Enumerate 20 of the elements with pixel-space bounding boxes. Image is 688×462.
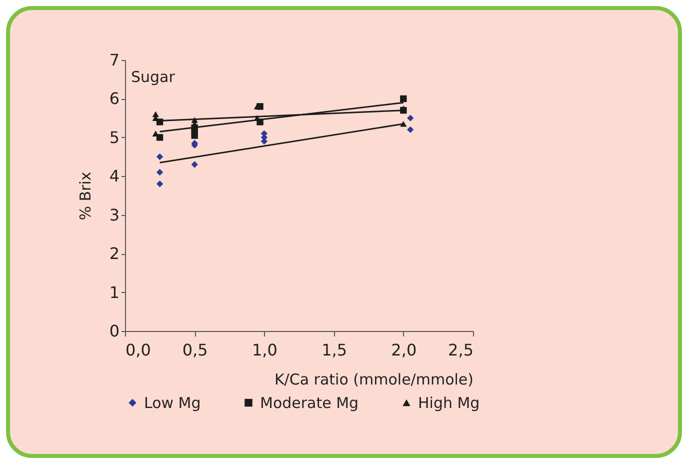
y-tick-label: 3	[109, 205, 120, 224]
y-tick-label: 0	[109, 322, 120, 340]
y-tick-label: 6	[109, 89, 120, 108]
y-tick-label: 7	[109, 50, 120, 70]
legend-label: High Mg	[418, 394, 480, 412]
x-tick-label: 2,5	[448, 340, 474, 360]
x-axis-title: K/Ca ratio (mmole/mmole)	[274, 370, 474, 388]
x-tick-label: 2,0	[391, 340, 417, 360]
y-tick-label: 2	[109, 244, 120, 264]
legend-label: Low Mg	[144, 394, 201, 412]
y-tick-label: 1	[109, 282, 120, 302]
annotation: Sugar	[131, 68, 176, 86]
x-tick-label: 0,0	[126, 340, 151, 360]
x-tick-label: 1,0	[252, 340, 278, 360]
y-tick-label: 4	[109, 166, 120, 186]
y-axis-title: % Brix	[76, 172, 94, 220]
y-tick-label: 5	[109, 128, 120, 147]
legend-label: Moderate Mg	[260, 394, 359, 412]
x-tick-label: 1,5	[322, 340, 348, 360]
x-tick-label: 0,5	[182, 340, 208, 360]
